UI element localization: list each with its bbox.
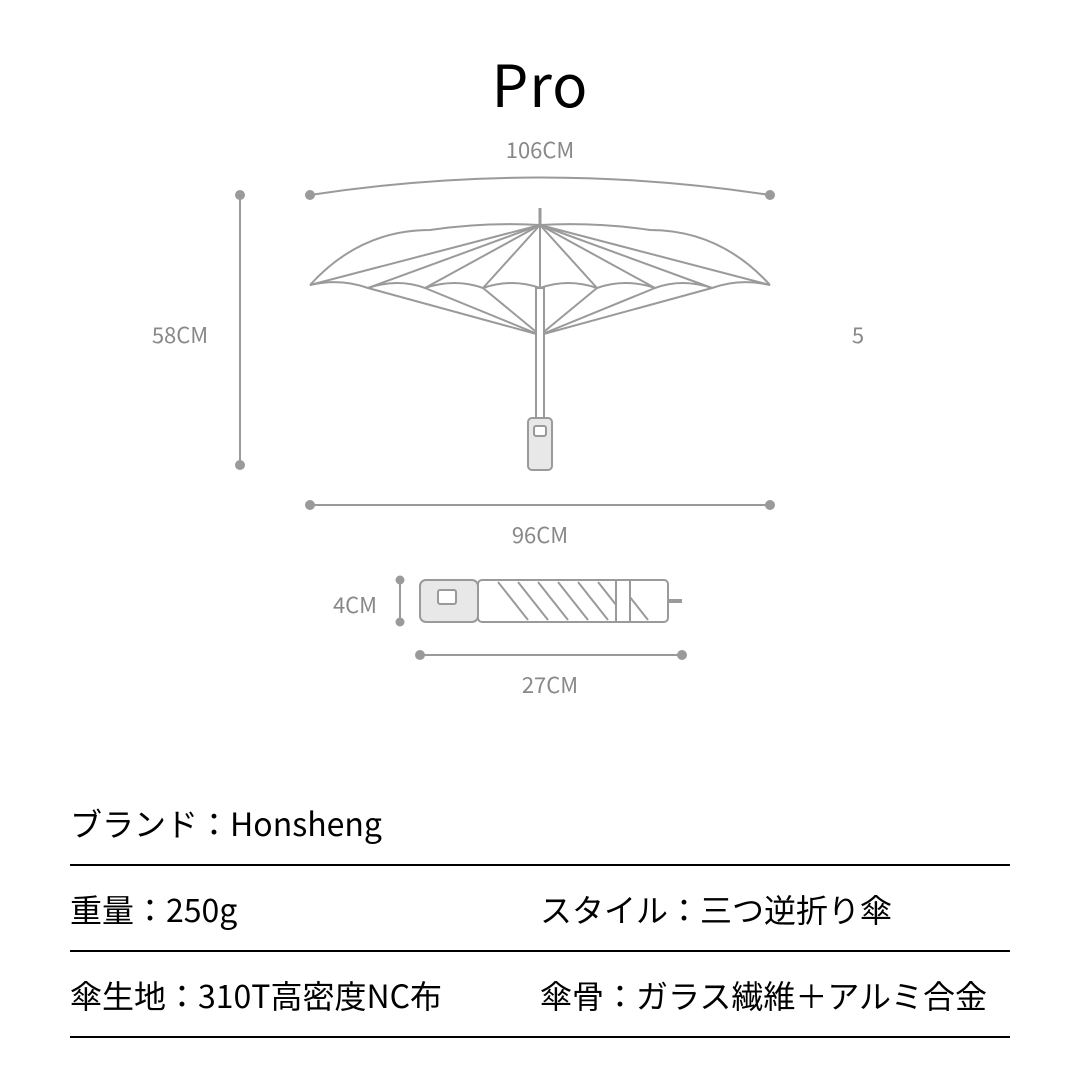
spec-label: 傘骨： (540, 972, 636, 1018)
spec-value: Honsheng (230, 800, 382, 846)
dim-width-label: 96CM (490, 518, 590, 550)
spec-row: 重量： 250g スタイル： 三つ逆折り傘 (70, 866, 1010, 952)
dim-height-label: 58CM (140, 318, 220, 350)
spec-label: スタイル： (540, 886, 700, 932)
spec-cell-weight: 重量： 250g (70, 886, 540, 932)
spec-row: ブランド： Honsheng (70, 790, 1010, 866)
spec-row: 傘生地： 310T高密度NC布 傘骨： ガラス繊維＋アルミ合金 (70, 952, 1010, 1038)
spec-value: ガラス繊維＋アルミ合金 (636, 972, 987, 1018)
spec-value: 三つ逆折り傘 (700, 886, 892, 932)
dim-right-label: 5 (838, 318, 878, 350)
spec-value: 310T高密度NC布 (198, 972, 442, 1018)
spec-cell-fabric: 傘生地： 310T高密度NC布 (70, 972, 540, 1018)
dim-folded-width-label: 27CM (500, 668, 600, 700)
spec-cell-brand: ブランド： Honsheng (70, 800, 1010, 846)
dim-arc-label: 106CM (490, 133, 590, 165)
spec-label: ブランド： (70, 800, 230, 846)
spec-value: 250g (166, 886, 237, 932)
spec-label: 重量： (70, 886, 166, 932)
dim-folded-height-label: 4CM (320, 588, 390, 620)
spec-cell-style: スタイル： 三つ逆折り傘 (540, 886, 1010, 932)
specs-table: ブランド： Honsheng 重量： 250g スタイル： 三つ逆折り傘 傘生地… (70, 790, 1010, 1038)
spec-cell-ribs: 傘骨： ガラス繊維＋アルミ合金 (540, 972, 1010, 1018)
page-title: Pro (0, 40, 1080, 124)
spec-label: 傘生地： (70, 972, 198, 1018)
umbrella-diagram: 106CM 58CM 5 96CM 4CM 27CM (0, 130, 1080, 760)
